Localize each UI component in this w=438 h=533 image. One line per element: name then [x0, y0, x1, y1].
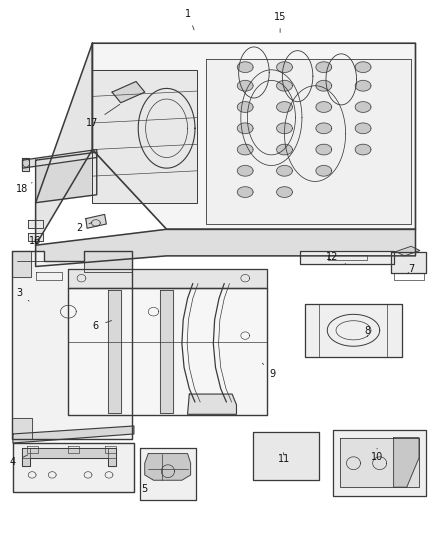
Polygon shape [277, 62, 292, 72]
Polygon shape [316, 102, 332, 112]
Polygon shape [237, 62, 253, 72]
Polygon shape [316, 165, 332, 176]
Polygon shape [13, 443, 134, 492]
Polygon shape [12, 418, 32, 439]
Polygon shape [277, 123, 292, 134]
Polygon shape [35, 229, 416, 266]
Polygon shape [394, 438, 419, 487]
Polygon shape [316, 80, 332, 91]
Polygon shape [206, 59, 411, 224]
Text: 3: 3 [16, 288, 29, 301]
Polygon shape [28, 233, 43, 241]
Polygon shape [112, 82, 145, 103]
Polygon shape [277, 80, 292, 91]
Text: 12: 12 [326, 252, 346, 264]
Polygon shape [277, 102, 292, 112]
Polygon shape [92, 70, 197, 203]
Polygon shape [355, 102, 371, 112]
Text: 2: 2 [76, 222, 92, 233]
Polygon shape [300, 251, 394, 264]
Polygon shape [355, 123, 371, 134]
Polygon shape [237, 165, 253, 176]
Polygon shape [237, 102, 253, 112]
Text: 4: 4 [10, 455, 28, 467]
Text: 1: 1 [185, 9, 194, 30]
Polygon shape [68, 269, 267, 288]
Polygon shape [21, 158, 29, 171]
Polygon shape [160, 290, 173, 413]
Polygon shape [237, 187, 253, 197]
Text: 9: 9 [262, 363, 276, 379]
Polygon shape [355, 80, 371, 91]
Polygon shape [35, 152, 97, 203]
Text: 11: 11 [278, 453, 290, 464]
Polygon shape [396, 246, 420, 256]
Polygon shape [340, 438, 419, 487]
Text: 5: 5 [141, 479, 152, 494]
Polygon shape [22, 150, 97, 168]
Polygon shape [277, 165, 292, 176]
Polygon shape [316, 123, 332, 134]
Polygon shape [108, 290, 121, 413]
Polygon shape [237, 123, 253, 134]
Text: 15: 15 [274, 12, 286, 33]
Polygon shape [145, 454, 191, 480]
Polygon shape [86, 214, 106, 228]
Polygon shape [277, 187, 292, 197]
Polygon shape [13, 426, 134, 443]
Polygon shape [140, 448, 196, 500]
Polygon shape [21, 448, 117, 466]
Polygon shape [187, 394, 237, 414]
Polygon shape [316, 144, 332, 155]
Text: 10: 10 [371, 448, 383, 462]
Polygon shape [84, 251, 132, 272]
Text: 7: 7 [407, 264, 414, 274]
Polygon shape [92, 43, 416, 229]
Text: 8: 8 [364, 326, 371, 337]
Polygon shape [355, 62, 371, 72]
Polygon shape [12, 251, 132, 439]
Text: 17: 17 [86, 104, 120, 128]
Polygon shape [316, 62, 332, 72]
Polygon shape [277, 144, 292, 155]
Polygon shape [237, 144, 253, 155]
Polygon shape [28, 220, 43, 228]
Polygon shape [35, 43, 92, 245]
Polygon shape [355, 144, 371, 155]
Polygon shape [237, 80, 253, 91]
Text: 16: 16 [28, 236, 41, 246]
Polygon shape [333, 430, 426, 496]
Polygon shape [253, 432, 318, 480]
Polygon shape [392, 252, 426, 273]
Polygon shape [12, 251, 31, 277]
Text: 18: 18 [16, 182, 32, 195]
Polygon shape [68, 288, 267, 415]
Text: 6: 6 [93, 320, 112, 331]
Polygon shape [305, 304, 402, 357]
